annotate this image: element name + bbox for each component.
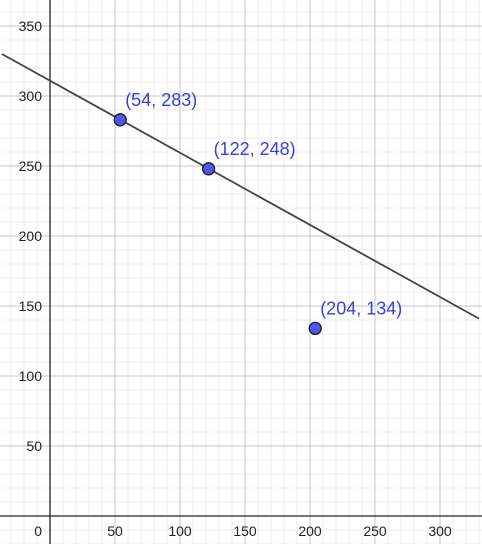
trend-line: [1, 53, 480, 320]
x-tick-label: 100: [168, 523, 192, 539]
trend-line-path: [1, 53, 480, 320]
x-tick-label: 250: [363, 523, 387, 539]
data-point: [201, 162, 216, 176]
data-point: [113, 113, 127, 127]
point-labels: (54, 283) (122, 248) (204, 134): [125, 90, 402, 319]
x-tick-label: 150: [233, 523, 257, 539]
y-tick-label: 150: [19, 298, 43, 314]
y-tick-label: 350: [19, 18, 43, 34]
data-point-label: (122, 248): [214, 139, 296, 159]
y-tick-label: 100: [19, 368, 43, 384]
y-tick-label: 50: [26, 438, 42, 454]
y-tick-label: 200: [19, 228, 43, 244]
data-point: [308, 321, 322, 336]
x-tick-label: 200: [298, 523, 322, 539]
y-tick-label: 300: [19, 88, 43, 104]
x-tick-label: 300: [428, 523, 452, 539]
y-tick-label: 250: [19, 158, 43, 174]
data-point-label: (54, 283): [125, 90, 197, 110]
x-tick-label: 0: [34, 523, 42, 539]
data-point-label: (204, 134): [320, 298, 402, 318]
x-tick-label: 50: [107, 523, 123, 539]
tick-labels: 0 50 100 150 200 250 300 50 100 150 200 250 300 350: [19, 18, 452, 539]
data-points: [113, 113, 322, 336]
